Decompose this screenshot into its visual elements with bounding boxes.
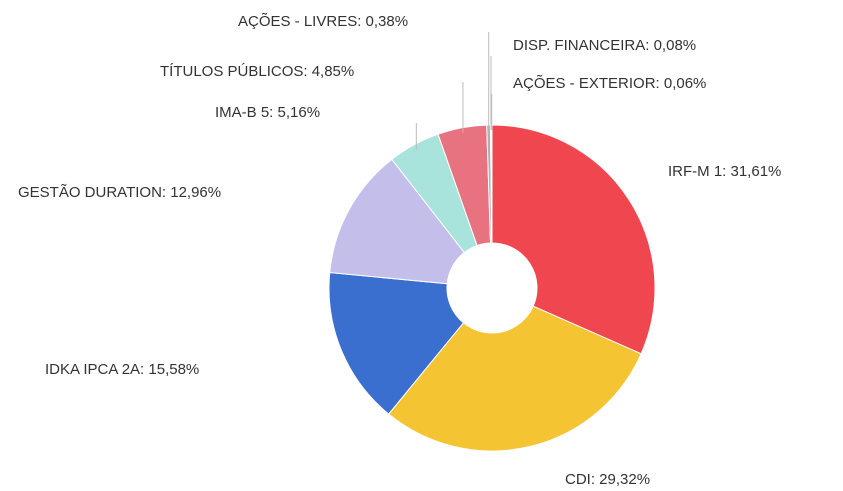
slice-label: IMA-B 5: 5,16% <box>215 104 320 121</box>
slice-label: AÇÕES - LIVRES: 0,38% <box>238 13 408 30</box>
slice-label: IDKA IPCA 2A: 15,58% <box>45 361 199 378</box>
slice <box>387 305 642 452</box>
slice-label: TÍTULOS PÚBLICOS: 4,85% <box>160 63 354 80</box>
slice-label: DISP. FINANCEIRA: 0,08% <box>513 37 696 54</box>
slice <box>491 124 656 355</box>
slice-label: IRF-M 1: 31,61% <box>668 163 781 180</box>
slice <box>490 124 493 244</box>
slice <box>328 272 465 415</box>
slice-label: AÇÕES - EXTERIOR: 0,06% <box>513 75 706 92</box>
slice <box>329 158 466 285</box>
slice-label: CDI: 29,32% <box>565 471 650 488</box>
slice-label: GESTÃO DURATION: 12,96% <box>18 184 221 201</box>
